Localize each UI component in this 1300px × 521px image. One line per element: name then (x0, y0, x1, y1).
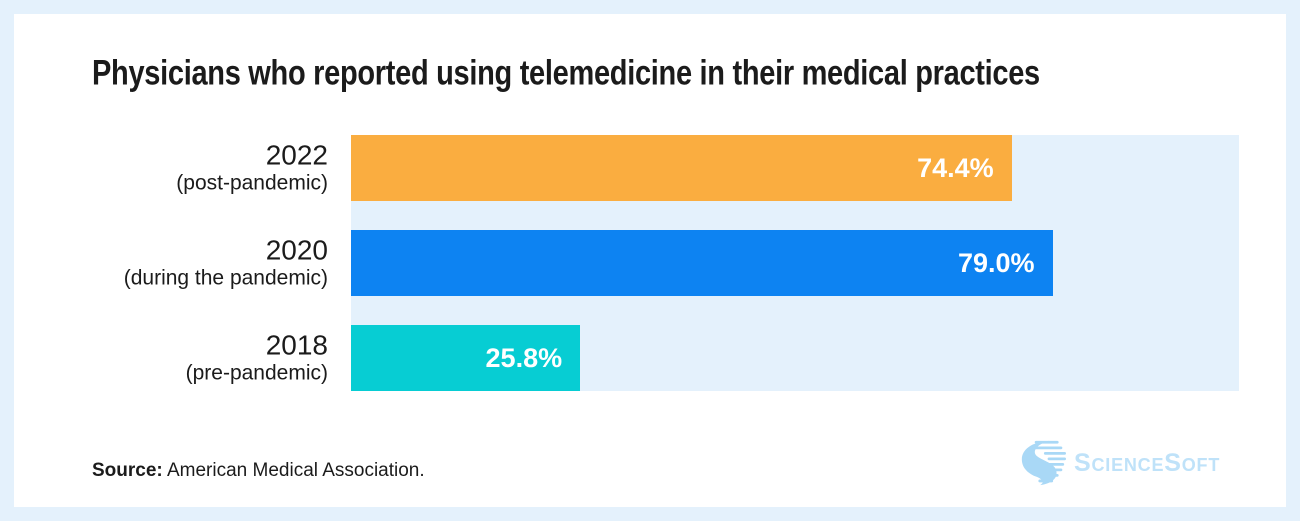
category-year: 2018 (265, 329, 328, 361)
bar-2018: 25.8% (351, 325, 581, 391)
source-note: Source: American Medical Association. (92, 460, 425, 482)
category-sublabel: (during the pandemic) (123, 266, 328, 290)
source-label: Source: (92, 460, 163, 481)
category-year: 2022 (265, 139, 328, 171)
category-label-2022: 2022 (post-pandemic) (176, 140, 328, 197)
chart-card: Physicians who reported using telemedici… (14, 14, 1286, 507)
category-label-2018: 2018 (pre-pandemic) (186, 330, 328, 387)
category-sublabel: (pre-pandemic) (185, 361, 328, 385)
bar-value-label: 79.0% (957, 248, 1035, 278)
category-sublabel: (post-pandemic) (176, 171, 328, 195)
bar-value-label: 74.4% (917, 153, 994, 183)
category-labels: 2022 (post-pandemic) 2020 (during the pande… (14, 135, 328, 391)
sciencesoft-s-icon (1021, 440, 1066, 486)
sciencesoft-logo-text: ScienceSoft (1074, 448, 1221, 477)
source-text: American Medical Association. (162, 460, 425, 481)
category-label-2020: 2020 (during the pandemic) (124, 235, 328, 292)
category-year: 2020 (265, 234, 328, 266)
bar-value-label: 25.8% (485, 343, 563, 373)
plot-area: 74.4% 79.0% 25.8% (351, 135, 1239, 391)
bar-2020: 79.0% (351, 230, 1053, 296)
chart-title: Physicians who reported using telemedici… (92, 54, 1040, 94)
sciencesoft-logo: ScienceSoft (1020, 438, 1220, 488)
bar-2022: 74.4% (351, 135, 1012, 201)
